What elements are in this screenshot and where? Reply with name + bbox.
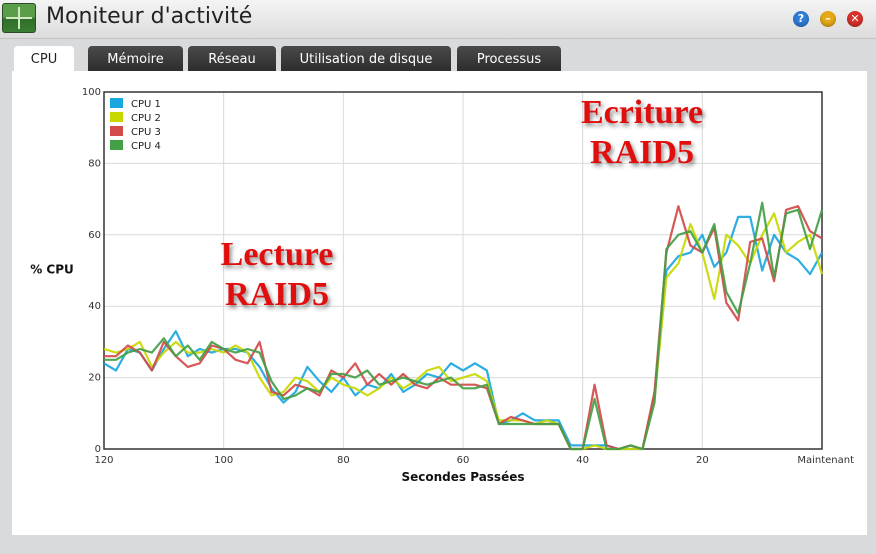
close-button[interactable]: ✕	[847, 11, 863, 27]
legend-label-cpu-3: CPU 3	[131, 127, 161, 138]
legend-swatch-cpu-1	[110, 98, 123, 108]
title-bar: Moniteur d'activité ? – ✕	[0, 0, 876, 39]
y-tick-label: 60	[88, 230, 101, 241]
minimize-button[interactable]: –	[820, 11, 836, 27]
x-tick-label: Maintenant	[797, 455, 854, 466]
x-tick-label: 80	[337, 455, 350, 466]
write-annotation: Ecriture RAID5	[557, 93, 727, 173]
tab-reseau[interactable]: Réseau	[188, 46, 276, 72]
tab-memoire[interactable]: Mémoire	[88, 46, 183, 72]
cpu-panel: 0 20 40 60 80 100 120 100 80 60 40 20 Maintenant Seco…	[12, 71, 867, 535]
x-tick-label: 100	[214, 455, 233, 466]
write-annotation-line1: Ecriture	[580, 94, 704, 131]
series-line-cpu-4	[104, 201, 824, 451]
activity-monitor-app-icon	[2, 3, 36, 33]
window-title: Moniteur d'activité	[46, 4, 253, 29]
x-axis-label: Secondes Passées	[401, 470, 524, 484]
x-tick-label: 60	[457, 455, 470, 466]
help-button[interactable]: ?	[793, 11, 809, 27]
legend-swatch-cpu-2	[110, 112, 123, 122]
x-tick-label: 120	[94, 455, 113, 466]
write-annotation-line2: RAID5	[590, 134, 694, 171]
tab-processus[interactable]: Processus	[457, 46, 561, 72]
y-axis-label: % CPU	[30, 263, 74, 277]
read-annotation-line2: RAID5	[225, 276, 329, 313]
tab-utilisation-disque[interactable]: Utilisation de disque	[281, 46, 451, 72]
legend-swatch-cpu-3	[110, 126, 123, 136]
x-tick-label: 40	[576, 455, 589, 466]
y-tick-label: 100	[82, 87, 101, 98]
y-tick-label: 40	[88, 301, 101, 312]
legend-swatch-cpu-4	[110, 140, 123, 150]
cpu-usage-chart: 0 20 40 60 80 100 120 100 80 60 40 20 Maintenant Seco…	[30, 87, 854, 484]
y-tick-label: 80	[88, 158, 101, 169]
read-annotation: Lecture RAID5	[192, 235, 362, 315]
y-tick-label: 20	[88, 373, 101, 384]
legend-label-cpu-4: CPU 4	[131, 141, 161, 152]
legend-label-cpu-1: CPU 1	[131, 99, 161, 110]
tab-cpu[interactable]: CPU	[14, 46, 74, 73]
read-annotation-line1: Lecture	[220, 236, 334, 273]
x-tick-label: 20	[696, 455, 709, 466]
legend-label-cpu-2: CPU 2	[131, 113, 161, 124]
y-tick-label: 0	[95, 444, 101, 455]
